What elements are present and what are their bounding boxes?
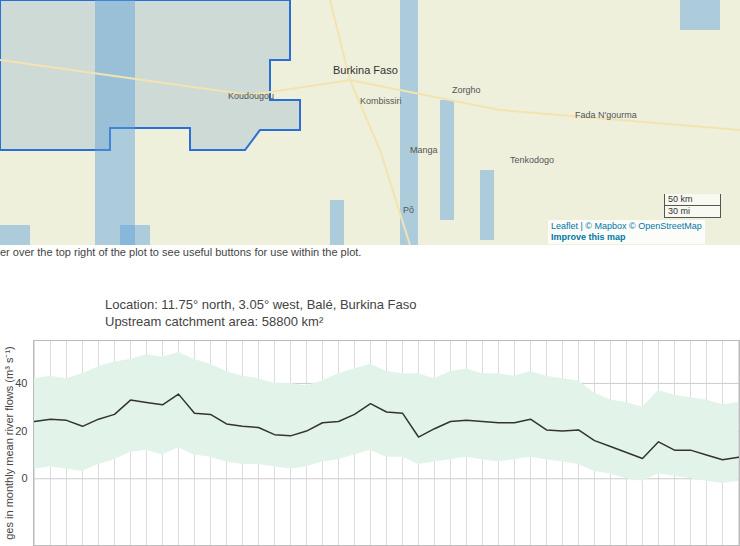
html-text:50 km: 50 km — [668, 194, 693, 204]
html-text:Manga: Manga — [410, 145, 438, 155]
svg-text:40: 40 — [15, 377, 27, 389]
html-text:Upstream catchment area: 58800: Upstream catchment area: 58800 km² — [105, 314, 324, 329]
html-text:Zorgho: Zorgho — [452, 85, 481, 95]
svg-text:0: 0 — [21, 472, 27, 484]
html-text:Burkina Faso: Burkina Faso — [333, 64, 398, 76]
html-text:Improve this map: Improve this map — [551, 232, 626, 242]
html-text:er over the top right of the p: er over the top right of the plot to see… — [0, 246, 362, 258]
html-text:Tenkodogo: Tenkodogo — [510, 155, 554, 165]
html-text:Koudougou: Koudougou — [228, 91, 274, 101]
svg-text:ges in monthly mean river flow: ges in monthly mean river flows (m³ s⁻¹) — [3, 346, 15, 540]
html-text:Fada N'gourma: Fada N'gourma — [575, 110, 637, 120]
html-text:30 mi: 30 mi — [668, 206, 690, 216]
svg-text:20: 20 — [15, 425, 27, 437]
html-text:Kombissiri: Kombissiri — [360, 96, 402, 106]
html-text:Leaflet | © Mapbox © OpenStree: Leaflet | © Mapbox © OpenStreetMap — [551, 221, 702, 231]
html-text:Pô: Pô — [403, 205, 414, 215]
html-text:Location: 11.75° north, 3.05°: Location: 11.75° north, 3.05° west, Balé… — [105, 297, 417, 312]
